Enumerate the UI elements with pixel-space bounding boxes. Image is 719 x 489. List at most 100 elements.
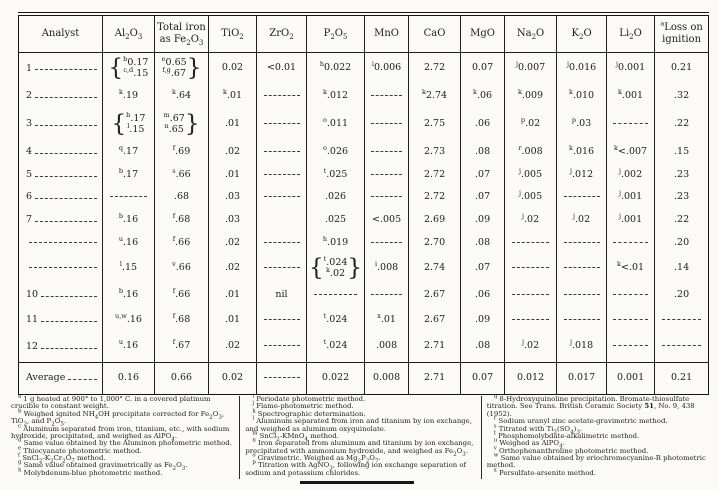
analyst-label: 3 (26, 118, 33, 130)
analyst-label: 1 (26, 62, 33, 74)
footnote: h Molybdenum-blue photometric method. (18, 467, 163, 477)
table-row: 2 k.19 k.64 k.01 k.012 k2.74 k.06 k.009 k.010 k.0… (19, 84, 709, 108)
table-cell: .22 (654, 208, 709, 232)
table-cell (504, 232, 557, 254)
footnote: b Weighed ignited NH4OH precipitate corr… (11, 408, 225, 428)
table-cell (305, 282, 365, 308)
column-header-0: Analyst (18, 14, 103, 53)
table-cell: 2.72 (408, 52, 461, 84)
table-cell: 2.67 (408, 308, 461, 332)
average-cell: 0.16 (102, 361, 155, 394)
table-cell: o.011 (305, 108, 365, 140)
table-cell (256, 232, 307, 254)
column-header-7: CaO (408, 14, 461, 53)
analyst-label: 5 (26, 169, 33, 181)
table-cell: <.005 (364, 208, 409, 232)
table-row: 11 u,w.16 f.68.01 t.024 x.01 2.67.09 (19, 308, 709, 332)
table-cell: .15 (654, 140, 709, 164)
footnote: l Aluminum separated from iron and titan… (245, 415, 472, 433)
table-cell: j.001 (606, 208, 655, 232)
table-cell: 2.74 (408, 254, 461, 282)
blank-leader (263, 150, 300, 152)
footnote: r Sodium uranyl zinc acetate-gravimetric… (493, 415, 668, 426)
analyst-cell: 6 (19, 186, 103, 208)
table-cell: 0.07 (460, 52, 505, 84)
table-cell: .07 (460, 254, 505, 282)
analyst-leader (41, 347, 97, 349)
table-body: 1{b0.17 c,d.15 e0.65 f,g.67} 0.02 <0.01 h0.022… (18, 52, 709, 394)
column-header-1: Al2O3 (102, 14, 155, 53)
column-header-8: MgO (460, 14, 505, 53)
footnote: t Phosphomolybdate-alkalimetric method. (493, 430, 640, 440)
table-cell: k2.74 (408, 84, 461, 108)
column-header-11: Li2O (606, 14, 655, 53)
table-cell (364, 164, 409, 186)
table-cell: .08 (460, 140, 505, 164)
blank-leader (370, 195, 403, 197)
table-cell: t.024 (305, 308, 365, 332)
table-row: l.15 v.66.02 {t.024 k.02} i.008 2.74.07 k<.01.… (19, 254, 709, 282)
table-cell: b.17 (102, 164, 155, 186)
footnote: m SnCl2-KMnO4 method. (252, 430, 339, 443)
blank-leader (563, 266, 600, 268)
table-cell: 2.70 (408, 232, 461, 254)
analyst-leader (41, 295, 97, 297)
blank-leader (511, 318, 550, 320)
table-cell: k<.01 (606, 254, 655, 282)
table-cell: j.005 (504, 186, 557, 208)
header-row: Analyst Al2O3 Total iron as Fe2O3 TiO2 ZrO2 P… (18, 14, 709, 53)
blank-leader (563, 293, 600, 295)
table-cell: k.01 (208, 84, 257, 108)
table-cell: 0.21 (654, 52, 709, 84)
table-cell: j.02 (504, 208, 557, 232)
table-cell: .025 (305, 208, 365, 232)
table-cell (256, 308, 307, 332)
blank-leader (263, 122, 300, 124)
blank-leader (109, 195, 148, 197)
table-cell: {t.024 k.02} (305, 254, 365, 282)
table-cell: .09 (460, 308, 505, 332)
table-cell: u,w.16 (102, 308, 155, 332)
table-cell: j.002 (606, 164, 655, 186)
blank-leader (563, 195, 600, 197)
table-cell: .07 (460, 186, 505, 208)
average-cell: 2.71 (408, 361, 461, 394)
table-cell: .08 (460, 332, 505, 362)
blank-leader (563, 318, 600, 320)
table-cell: j.012 (556, 164, 607, 186)
average-cell: 0.07 (460, 361, 505, 394)
footnote: n Iron separated from aluminum and titan… (245, 437, 474, 457)
table-cell (504, 308, 557, 332)
analyst-cell: 1 (19, 52, 103, 84)
average-cell: 0.66 (154, 361, 209, 394)
table-cell: p.02 (504, 108, 557, 140)
table-cell (364, 108, 409, 140)
analyst-cell: 3 (19, 108, 103, 140)
table-cell (504, 282, 557, 308)
table-cell: o.026 (305, 140, 365, 164)
table-cell: 2.75 (408, 108, 461, 140)
blank-leader (370, 241, 403, 243)
table-cell: j.02 (556, 208, 607, 232)
table-cell (256, 186, 307, 208)
blank-leader (563, 241, 600, 243)
footnote: p Titration with AgNO3, following ion ex… (245, 460, 467, 477)
footnote: s Titrated with Ti2(SO4)3. (493, 423, 583, 435)
table-cell: .22 (654, 108, 709, 140)
table-cell: .02 (208, 254, 257, 282)
blank-leader (263, 344, 300, 347)
table-cell (556, 232, 607, 254)
table-cell: 2.72 (408, 164, 461, 186)
average-cell (256, 361, 307, 394)
table-cell: .23 (654, 186, 709, 208)
footnote: v Orthophenanthroline photometric method… (493, 445, 649, 455)
table-cell: j0.016 (556, 52, 607, 84)
blank-leader (263, 241, 300, 243)
table-cell: e0.65 f,g.67} (154, 52, 209, 84)
table-cell: .02 (208, 332, 257, 362)
table-row: 6 .68.03 .026 2.72.07 j.005 j.001.23 (19, 186, 709, 208)
table-cell (256, 208, 307, 232)
table-cell (256, 84, 307, 108)
table-cell (556, 308, 607, 332)
average-cell: 0.21 (654, 361, 709, 394)
